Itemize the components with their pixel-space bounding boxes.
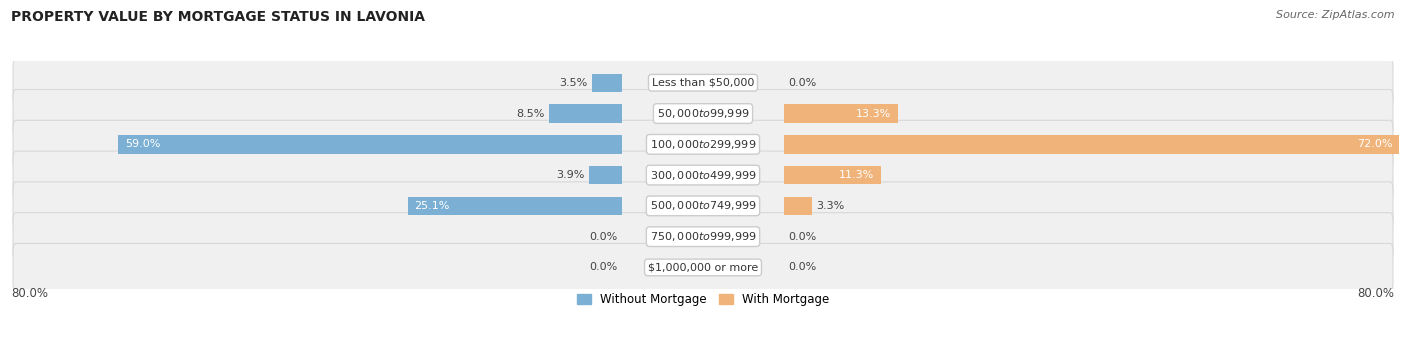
Text: 13.3%: 13.3%	[856, 108, 891, 119]
Bar	[589, 166, 621, 184]
Text: 3.3%: 3.3%	[817, 201, 845, 211]
Text: Source: ZipAtlas.com: Source: ZipAtlas.com	[1277, 10, 1395, 20]
FancyBboxPatch shape	[13, 120, 1393, 168]
Text: $50,000 to $99,999: $50,000 to $99,999	[657, 107, 749, 120]
Text: 80.0%: 80.0%	[1358, 287, 1395, 301]
Bar	[785, 135, 1399, 154]
Text: 11.3%: 11.3%	[838, 170, 873, 180]
Bar	[785, 166, 880, 184]
Bar	[118, 135, 621, 154]
Text: 72.0%: 72.0%	[1357, 139, 1392, 149]
Text: $500,000 to $749,999: $500,000 to $749,999	[650, 199, 756, 212]
Text: 0.0%: 0.0%	[789, 262, 817, 272]
Text: 8.5%: 8.5%	[516, 108, 546, 119]
Text: 0.0%: 0.0%	[589, 262, 617, 272]
Text: $1,000,000 or more: $1,000,000 or more	[648, 262, 758, 272]
Text: PROPERTY VALUE BY MORTGAGE STATUS IN LAVONIA: PROPERTY VALUE BY MORTGAGE STATUS IN LAV…	[11, 10, 425, 24]
FancyBboxPatch shape	[13, 182, 1393, 230]
Text: $100,000 to $299,999: $100,000 to $299,999	[650, 138, 756, 151]
Bar	[592, 73, 621, 92]
Text: $750,000 to $999,999: $750,000 to $999,999	[650, 230, 756, 243]
FancyBboxPatch shape	[13, 151, 1393, 199]
Bar	[785, 104, 897, 123]
FancyBboxPatch shape	[13, 212, 1393, 261]
Text: 3.5%: 3.5%	[560, 78, 588, 88]
Text: $300,000 to $499,999: $300,000 to $499,999	[650, 169, 756, 182]
FancyBboxPatch shape	[13, 89, 1393, 138]
Text: 0.0%: 0.0%	[589, 232, 617, 242]
FancyBboxPatch shape	[13, 59, 1393, 107]
Text: 3.9%: 3.9%	[555, 170, 585, 180]
Text: 0.0%: 0.0%	[789, 232, 817, 242]
Text: 59.0%: 59.0%	[125, 139, 160, 149]
FancyBboxPatch shape	[13, 243, 1393, 291]
Legend: Without Mortgage, With Mortgage: Without Mortgage, With Mortgage	[572, 288, 834, 310]
Bar	[408, 197, 621, 215]
Bar	[785, 197, 813, 215]
Text: 80.0%: 80.0%	[11, 287, 48, 301]
Bar	[550, 104, 621, 123]
Text: Less than $50,000: Less than $50,000	[652, 78, 754, 88]
Text: 0.0%: 0.0%	[789, 78, 817, 88]
Text: 25.1%: 25.1%	[415, 201, 450, 211]
